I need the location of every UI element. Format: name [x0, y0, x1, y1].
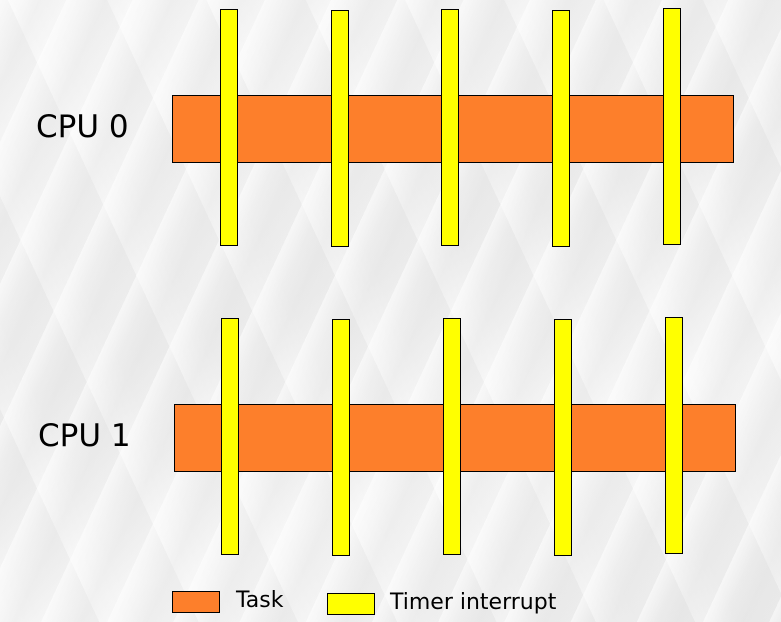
legend-task-label: Task [236, 588, 284, 613]
legend-timer-swatch [327, 593, 375, 615]
cpu-0-timer-interrupt [331, 10, 349, 247]
cpu-1-timer-interrupt [443, 318, 461, 555]
cpu-1-timer-interrupt [554, 319, 572, 556]
cpu-0-label: CPU 0 [36, 109, 129, 145]
cpu-0-timer-interrupt [663, 8, 681, 245]
cpu-1-timer-interrupt [665, 317, 683, 554]
cpu-1-timer-interrupt [221, 318, 239, 555]
legend-task-swatch [172, 591, 220, 613]
cpu-0-timer-interrupt [441, 9, 459, 246]
cpu-1-label: CPU 1 [38, 418, 131, 454]
legend-timer-label: Timer interrupt [390, 590, 557, 615]
cpu-0-timer-interrupt [552, 10, 570, 247]
cpu-0-timer-interrupt [220, 9, 238, 246]
cpu-1-timer-interrupt [332, 319, 350, 556]
